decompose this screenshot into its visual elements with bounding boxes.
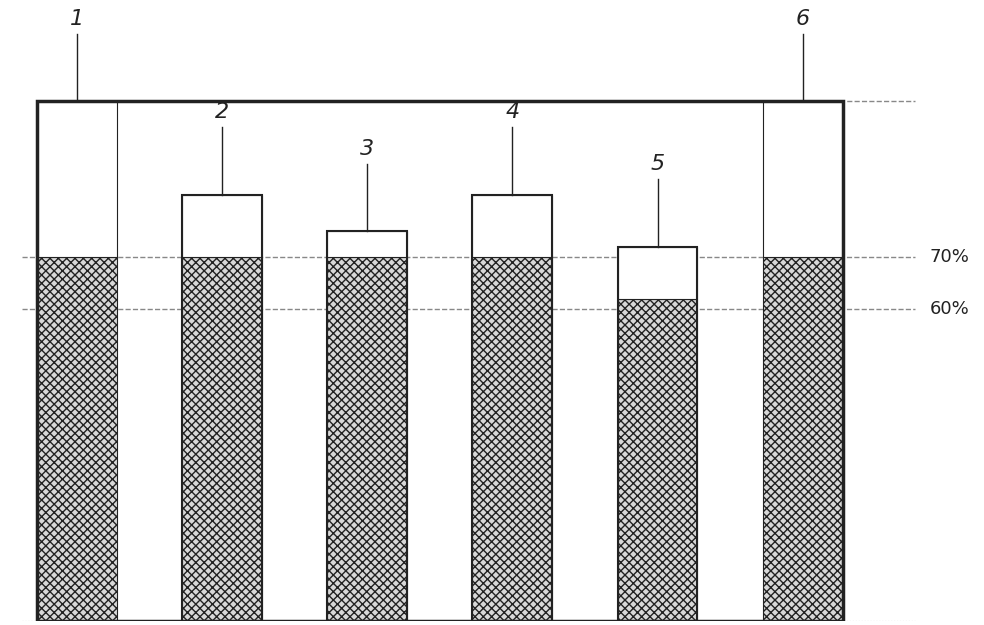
Bar (328, 231, 407, 258)
Text: 70%: 70% (930, 248, 969, 266)
Bar (36, 101, 117, 258)
Bar (618, 247, 698, 621)
Text: 3: 3 (360, 139, 374, 159)
Bar (763, 101, 842, 258)
Bar (618, 247, 698, 299)
Bar (36, 258, 117, 621)
Bar (182, 258, 262, 621)
Bar (472, 258, 552, 621)
Bar (182, 195, 262, 621)
Bar (763, 258, 842, 621)
Text: 6: 6 (796, 9, 810, 29)
Bar (618, 299, 698, 621)
Text: 4: 4 (505, 102, 520, 122)
Bar (182, 195, 262, 258)
Bar (472, 195, 552, 621)
Bar (328, 258, 407, 621)
Text: 5: 5 (650, 154, 664, 174)
Text: 1: 1 (70, 9, 84, 29)
Bar (328, 231, 407, 621)
Text: 2: 2 (215, 102, 229, 122)
Bar (36, 101, 842, 621)
Bar (472, 195, 552, 258)
Text: 60%: 60% (930, 300, 969, 318)
